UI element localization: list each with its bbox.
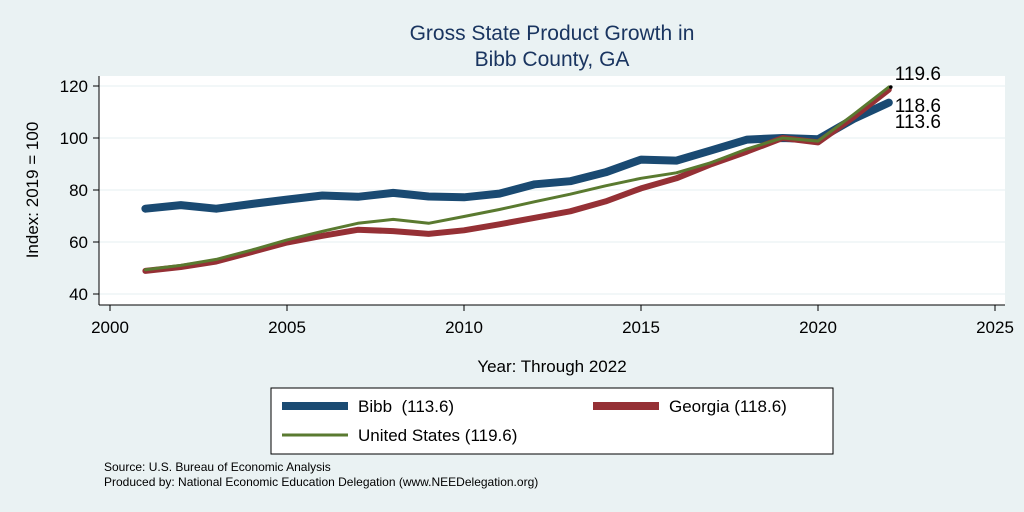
series-line-bibb <box>141 98 893 213</box>
x-tick-label-2020: 2020 <box>799 318 837 337</box>
x-axis-label: Year: Through 2022 <box>477 357 626 376</box>
producer-note: Produced by: National Economic Education… <box>104 475 538 489</box>
legend: Bibb (113.6) Georgia (118.6) United Stat… <box>270 387 834 455</box>
end-marker-united-states <box>889 85 893 89</box>
y-tick-label-100: 100 <box>60 129 88 148</box>
end-label-georgia: 118.6 <box>895 96 941 117</box>
axes: 40 60 80 100 120 2000 2005 2010 2015 2020 2025 <box>60 76 1014 337</box>
series-line-united-states <box>143 85 891 272</box>
y-tick-label-80: 80 <box>69 181 88 200</box>
y-tick-label-40: 40 <box>69 285 88 304</box>
end-label-united-states: 119.6 <box>895 64 941 85</box>
legend-label-bibb: Bibb (113.6) <box>358 397 454 416</box>
x-tick-label-2005: 2005 <box>268 318 306 337</box>
y-tick-label-120: 120 <box>60 77 88 96</box>
source-note: Source: U.S. Bureau of Economic Analysis <box>104 460 331 474</box>
legend-label-united-states: United States (119.6) <box>358 426 517 445</box>
x-tick-label-2010: 2010 <box>445 318 483 337</box>
x-tick-label-2000: 2000 <box>91 318 129 337</box>
y-axis-label: Index: 2019 = 100 <box>23 122 42 259</box>
legend-label-georgia: Georgia (118.6) <box>669 397 787 416</box>
chart-title-line-1: Gross State Product Growth in <box>410 22 695 45</box>
chart-title-line-2: Bibb County, GA <box>475 48 630 71</box>
x-tick-label-2015: 2015 <box>622 318 660 337</box>
gridlines <box>99 85 1005 295</box>
series-lines <box>141 85 893 274</box>
legend-box <box>270 387 834 455</box>
end-label-bibb: 113.6 <box>895 112 941 133</box>
x-tick-label-2025: 2025 <box>976 318 1014 337</box>
y-tick-label-60: 60 <box>69 233 88 252</box>
